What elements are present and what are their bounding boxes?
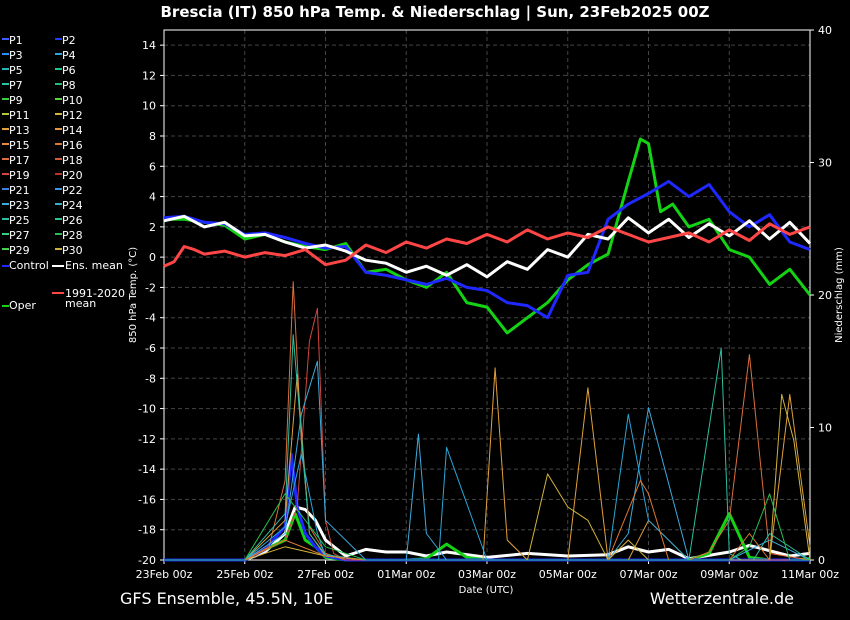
x-axis-label: Date (UTC) [459,585,514,596]
x-tick-label: 25Feb 00z [216,568,273,581]
legend-label: 1991-2020 [65,287,125,300]
y-tick-label: 14 [142,39,156,52]
legend-label: P10 [62,94,83,107]
x-tick-label: 27Feb 00z [297,568,354,581]
y-tick-label: 2 [149,221,156,234]
chart-title: Brescia (IT) 850 hPa Temp. & Niederschla… [160,3,709,22]
temp-lines [163,137,812,335]
y-tick-label: -20 [138,554,156,567]
x-axis-ticks: 23Feb 00z 25Feb 00z 27Feb 00z 01Mar 00z 03Ma… [136,560,839,581]
y2-axis-ticks: 0 10 20 30 40 [810,24,832,567]
legend-label: Control [9,259,49,272]
y2-tick-label: 40 [818,24,832,37]
legend-label: P3 [9,49,23,62]
legend-label: P4 [62,49,76,62]
legend-label: P15 [9,139,30,152]
legend-label: P24 [62,199,83,212]
x-tick-label: 11Mar 00z [781,568,839,581]
legend-label: Oper [9,299,36,312]
legend-label: P7 [9,79,23,92]
temp-line-control [163,179,811,320]
legend-label-cont: mean [65,297,96,310]
legend-label: P19 [9,169,30,182]
y-tick-label: 6 [149,160,156,173]
x-tick-label: 05Mar 00z [539,568,597,581]
y2-tick-label: 0 [818,554,825,567]
legend-label: P25 [9,214,30,227]
precip-line-ens-mean [164,505,811,562]
y-tick-label: -16 [138,493,156,506]
legend-label: P28 [62,229,83,242]
x-tick-label: 23Feb 00z [136,568,193,581]
y-axis-label: 850 hPa Temp. (°C) [128,247,139,343]
footer-right: Wetterzentrale.de [650,589,794,608]
precip-line-p17 [164,281,811,561]
y-tick-label: -12 [138,433,156,446]
legend-label: P13 [9,124,30,137]
x-tick-label: 03Mar 00z [458,568,516,581]
footer-left: GFS Ensemble, 45.5N, 10E [120,589,333,608]
x-tick-label: 01Mar 00z [377,568,435,581]
y-tick-label: -8 [145,372,156,385]
legend-label: P23 [9,199,30,212]
y-tick-label: -2 [145,281,156,294]
legend-label: Ens. mean [65,259,123,272]
y2-tick-label: 10 [818,422,832,435]
legend-label: P20 [62,169,83,182]
legend-label: P8 [62,79,76,92]
y-tick-label: 10 [142,100,156,113]
legend-label: P30 [62,244,83,257]
legend-label: P26 [62,214,83,227]
y2-axis-label: Niederschlag (mm) [834,247,845,343]
legend-label: P21 [9,184,30,197]
y-tick-label: 4 [149,191,156,204]
x-tick-label: 09Mar 00z [700,568,758,581]
legend-label: P18 [62,154,83,167]
y-tick-label: 12 [142,69,156,82]
y2-tick-label: 30 [818,157,832,170]
legend-label: P9 [9,94,23,107]
y-tick-label: -18 [138,524,156,537]
legend-label: P12 [62,109,83,122]
legend-label: P1 [9,34,23,47]
legend-label: P17 [9,154,30,167]
y2-tick-label: 20 [818,289,832,302]
temp-line-ens-mean [163,214,812,279]
y-tick-label: 8 [149,130,156,143]
legend-label: P27 [9,229,30,242]
precip-line-p28 [164,493,810,561]
precip-line-p23 [164,360,811,561]
temp-line-1991-2020-mean [163,222,811,268]
grid [163,30,811,561]
y-tick-label: 0 [149,251,156,264]
legend-label: P6 [62,64,76,77]
legend-label: P16 [62,139,83,152]
legend-label: P5 [9,64,23,77]
legend-label: P11 [9,109,30,122]
legend-label: P29 [9,244,30,257]
y-tick-label: -10 [138,403,156,416]
legend: P1 P2 P3 P4 P5 P6 P7 P8 P9 P10 P11 P12 P13 P14 P15 P16 P… [2,34,125,312]
y-tick-label: -4 [145,312,156,325]
precip-lines [164,281,811,562]
legend-label: P22 [62,184,83,197]
legend-label: P14 [62,124,83,137]
y-tick-label: -6 [145,342,156,355]
y-tick-label: -14 [138,463,156,476]
x-tick-label: 07Mar 00z [619,568,677,581]
legend-label: P2 [62,34,76,47]
